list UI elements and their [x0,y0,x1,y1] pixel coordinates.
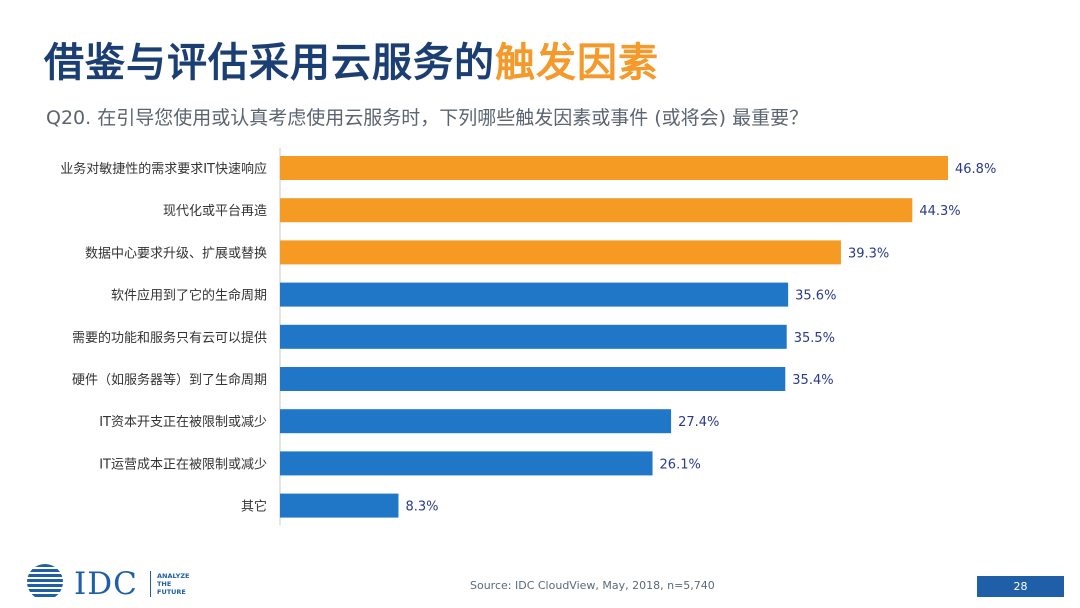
data-label: 39.3% [848,246,889,261]
tagline-line: FUTURE [157,588,186,596]
page-number: 28 [977,576,1064,597]
data-label: 44.3% [919,204,960,219]
bar [280,198,913,223]
category-label: 需要的功能和服务只有云可以提供 [72,330,267,346]
bar [280,367,786,391]
data-label: 35.4% [792,373,833,388]
slide-title: 借鉴与评估采用云服务的触发因素 [44,30,659,88]
bar [280,451,653,476]
tagline-line: THE [157,580,172,588]
logo-divider [150,571,151,597]
data-label: 46.8% [955,162,996,177]
logo-tagline: ANALYZE THE FUTURE [157,572,190,596]
category-label: 数据中心要求升级、扩展或替换 [85,246,267,261]
bar [280,493,399,518]
bar [280,240,841,265]
idc-logo-text: IDC [74,566,138,602]
category-label: 硬件（如服务器等）到了生命周期 [72,372,267,388]
title-main: 借鉴与评估采用云服务的 [44,40,495,86]
data-label: 27.4% [678,415,719,430]
category-label: IT资本开支正在被限制或减少 [99,415,267,430]
bar [280,409,672,434]
bar [280,156,948,180]
title-highlight: 触发因素 [495,40,659,86]
data-label: 35.6% [795,289,836,304]
data-label: 8.3% [405,500,438,515]
question-subtitle: Q20. 在引导您使用或认真考虑使用云服务时，下列哪些触发因素或事件 (或将会)… [46,107,809,129]
category-label: 其它 [241,499,267,515]
category-label: 软件应用到了它的生命周期 [111,288,267,304]
bar [280,282,789,307]
category-label: IT运营成本正在被限制或减少 [99,457,267,472]
category-label: 现代化或平台再造 [163,204,267,219]
data-label: 26.1% [660,457,701,472]
tagline-line: ANALYZE [157,572,190,580]
category-label: 业务对敏捷性的需求要求IT快速响应 [60,161,267,177]
bar [280,324,787,349]
data-label: 35.5% [794,331,835,346]
source-note: Source: IDC CloudView, May, 2018, n=5,74… [470,579,715,592]
idc-globe-icon [27,564,63,597]
